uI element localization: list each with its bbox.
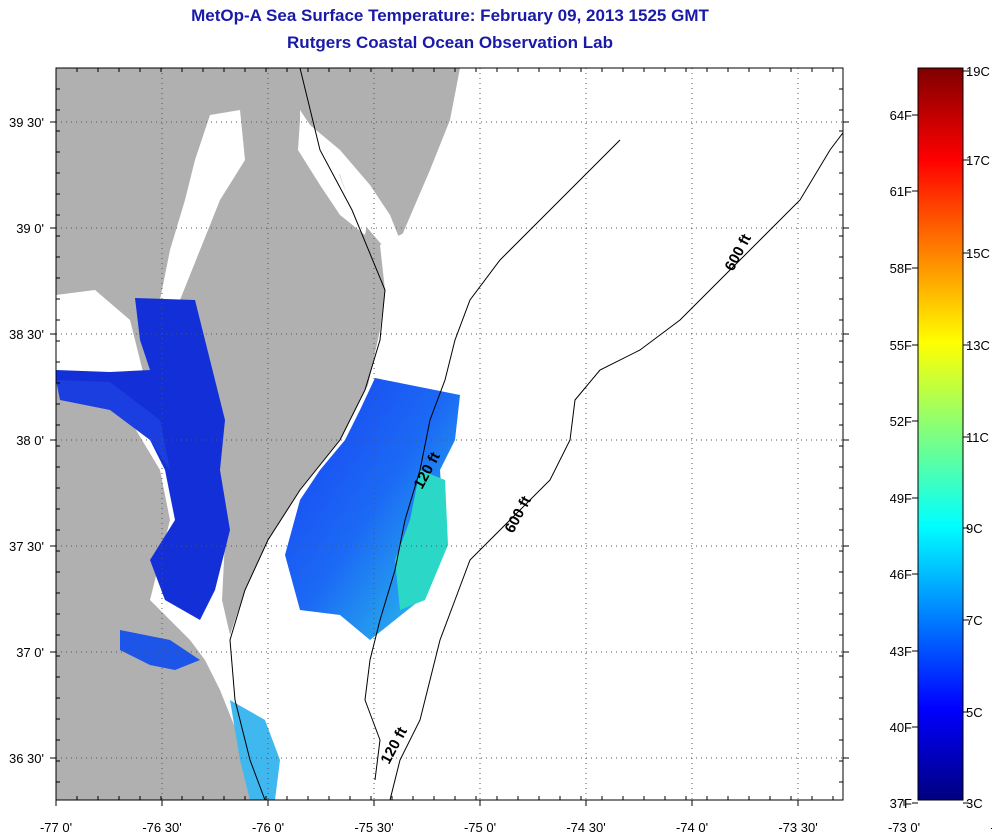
chesapeake-upper: [160, 110, 245, 300]
contour-label-120-south: 120 ft: [378, 724, 411, 767]
colorbar-f-label: 64F: [890, 108, 912, 123]
120ft-contour: [364, 139, 621, 781]
land: [56, 68, 460, 800]
colorbar-c-label: 3C: [966, 796, 983, 811]
virginia-land: [56, 380, 265, 800]
colorbar-f-label: 55F: [890, 338, 912, 353]
plot-frame: [55, 67, 844, 801]
x-tick-labels: -77 0' -76 30' -76 0' -75 30' -75 0' -74 30' -…: [40, 820, 992, 835]
600ft-contour: [389, 131, 843, 800]
x-tick-label: -72 30': [990, 820, 992, 835]
y-tick-label: 38 30': [9, 327, 44, 342]
colorbar-c-label: 15C: [966, 246, 990, 261]
southern-sst: [230, 700, 280, 800]
y-tick-label: 37 30': [9, 539, 44, 554]
colorbar-f-label: 37F: [890, 796, 912, 811]
contour-label-600-north: 600 ft: [722, 231, 755, 274]
map-subtitle: Rutgers Coastal Ocean Observation Lab: [287, 33, 613, 52]
x-tick-label: -74 0': [676, 820, 708, 835]
x-tick-label: -76 30': [142, 820, 181, 835]
x-tick-label: -77 0': [40, 820, 72, 835]
nearshore-warm-sst: [395, 470, 448, 610]
colorbar-f-label: 61F: [890, 184, 912, 199]
colorbar-c-label: 11C: [966, 430, 989, 445]
colorbar-fahrenheit-labels: 64F 61F 58F 55F 52F 49F 46F 43F 40F 37F: [890, 108, 918, 811]
potomac-sst: [56, 380, 170, 470]
x-tick-label: -76 0': [252, 820, 284, 835]
delmarva-land: [56, 68, 385, 635]
x-tick-label: -75 0': [464, 820, 496, 835]
colorbar-c-label: 19C: [966, 64, 990, 79]
new-jersey-land: [300, 68, 460, 240]
colorbar-f-label: 40F: [890, 720, 912, 735]
map-title: MetOp-A Sea Surface Temperature: Februar…: [191, 6, 709, 25]
coastline: [229, 68, 386, 800]
tick-marks: [50, 67, 905, 806]
contour-label-600-south: 600 ft: [502, 493, 535, 536]
colorbar-f-label: 49F: [890, 491, 912, 506]
colorbar-f-label: 52F: [890, 414, 912, 429]
y-tick-label: 36 30': [9, 751, 44, 766]
bays: [160, 110, 370, 300]
colorbar: [917, 67, 964, 801]
colorbar-c-label: 7C: [966, 613, 983, 628]
sst-data: [56, 298, 460, 800]
y-tick-label: 37 0': [16, 645, 44, 660]
colorbar-celsius-labels: 19C 17C 15C 13C 11C 9C 7C 5C 3C: [963, 64, 990, 811]
colorbar-c-label: 5C: [966, 705, 983, 720]
x-tick-label: -73 30': [778, 820, 817, 835]
x-tick-label: -75 30': [354, 820, 393, 835]
y-tick-label: 38 0': [16, 433, 44, 448]
contour-lines: [229, 68, 843, 800]
no-data-region: [380, 230, 445, 380]
lat-lon-grid: [56, 68, 843, 800]
colorbar-f-label: 58F: [890, 261, 912, 276]
mouth-sst: [120, 630, 200, 670]
colorbar-f-label: 43F: [890, 644, 912, 659]
x-tick-label: -74 30': [566, 820, 605, 835]
colorbar-c-label: 13C: [966, 338, 990, 353]
y-tick-label: 39 30': [9, 115, 44, 130]
colorbar-c-label: 9C: [966, 521, 983, 536]
delaware-bay: [298, 120, 370, 235]
colorbar-c-label: 17C: [966, 153, 990, 168]
y-tick-label: 39 0': [16, 221, 44, 236]
x-tick-label: -73 0': [888, 820, 920, 835]
colorbar-f-label: 46F: [890, 567, 912, 582]
chesapeake-sst: [56, 298, 230, 620]
y-tick-labels: 39 30' 39 0' 38 30' 38 0' 37 30' 37 0' 36 30': [9, 115, 44, 766]
